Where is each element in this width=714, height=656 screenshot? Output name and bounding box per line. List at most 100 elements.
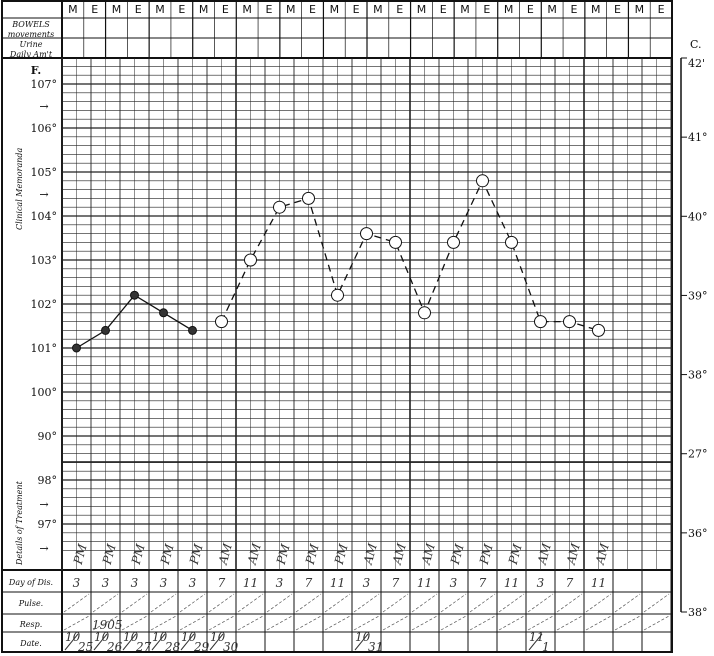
pulse-diagonal: [324, 593, 351, 613]
celsius-scale: 42' 41° 40° 39° 38° 27° 36° 38°: [680, 57, 708, 619]
time-ampm-label: PM: [303, 542, 322, 567]
pulse-diagonal: [266, 593, 293, 613]
arrow-icon: →: [39, 188, 48, 201]
time-ampm-label: PM: [129, 542, 148, 567]
date-month: 10: [94, 630, 110, 644]
shift-label: M: [68, 3, 78, 16]
pulse-diagonal: [382, 593, 409, 613]
date-day: 31: [368, 640, 383, 654]
day-hour-label: 3: [537, 576, 545, 590]
day-hour-label: 3: [131, 576, 139, 590]
time-ampm-label: PM: [332, 542, 351, 567]
resp-diagonal: [556, 615, 583, 631]
celsius-tick-label: 41°: [688, 131, 708, 144]
y-tick-label: 102°: [31, 298, 58, 311]
date-slash: [122, 633, 137, 651]
resp-diagonal: [440, 615, 467, 631]
time-ampm-label: AM: [390, 541, 409, 567]
resp-diagonal: [353, 615, 380, 631]
data-point: [418, 306, 431, 320]
data-point: [188, 325, 197, 335]
day-hour-label: 7: [479, 576, 487, 590]
outer-frame: [1, 0, 673, 653]
shift-label: E: [483, 3, 490, 16]
resp-diagonal: [469, 615, 496, 631]
shift-label: M: [504, 3, 514, 16]
celsius-tick-label: 36°: [688, 527, 708, 540]
resp-diagonal: [237, 615, 264, 631]
shift-label: E: [91, 3, 98, 16]
day-hour-label: 3: [450, 576, 458, 590]
y-tick-label: 98°: [38, 474, 58, 487]
date-day: 1: [542, 640, 550, 654]
data-point: [72, 343, 81, 353]
y-tick-label: 107°: [31, 78, 58, 91]
resp-diagonal: [527, 615, 554, 631]
celsius-unit: C.: [690, 38, 702, 51]
time-ampm-label: AM: [419, 541, 438, 567]
date-slash: [528, 633, 543, 651]
celsius-tick-label: 27°: [688, 448, 708, 461]
date-day: 26: [106, 640, 123, 654]
pulse-diagonal: [411, 593, 438, 613]
pulse-diagonal: [295, 593, 322, 613]
pulse-diagonal: [527, 593, 554, 613]
data-point: [302, 191, 315, 205]
data-point: [476, 174, 489, 188]
shift-label: E: [265, 3, 272, 16]
date-slash: [180, 633, 195, 651]
pulse-diagonal: [121, 593, 148, 613]
year-label: 1905: [92, 618, 123, 632]
data-point: [331, 288, 344, 302]
y-tick-label: 97°: [38, 518, 58, 531]
data-point: [534, 315, 547, 329]
resp-diagonal: [614, 615, 641, 631]
shift-label: E: [353, 3, 360, 16]
time-ampm-label: AM: [535, 541, 554, 567]
time-ampm-label: AM: [593, 541, 612, 567]
shift-label: E: [570, 3, 577, 16]
resp-diagonal: [179, 615, 206, 631]
shift-label: M: [591, 3, 601, 16]
day-hour-label: 11: [504, 576, 519, 590]
day-hour-label: 3: [160, 576, 168, 590]
pulse-diagonal: [585, 593, 612, 613]
pulse-label: Pulse.: [18, 599, 43, 608]
date-slash: [354, 633, 369, 651]
resp-diagonal: [121, 615, 148, 631]
shift-label: M: [112, 3, 122, 16]
celsius-tick-label: 38°: [688, 606, 708, 619]
details-of-treatment-label: Details of Treatment: [15, 480, 24, 566]
arrow-icon: →: [39, 100, 48, 113]
shift-label: M: [330, 3, 340, 16]
arrow-icon: →: [39, 542, 48, 555]
resp-diagonal: [324, 615, 351, 631]
pulse-diagonal: [150, 593, 177, 613]
date-label: Date.: [19, 639, 42, 648]
shift-label: M: [155, 3, 165, 16]
resp-diagonal: [63, 615, 90, 631]
day-hour-label: 11: [591, 576, 606, 590]
date-month: 10: [355, 630, 371, 644]
celsius-tick-label: 38°: [688, 369, 708, 382]
y-tick-label: 106°: [31, 122, 58, 135]
y-tick-label: 90°: [38, 430, 58, 443]
pulse-diagonal: [208, 593, 235, 613]
date-month: 10: [210, 630, 226, 644]
pulse-diagonal: [440, 593, 467, 613]
date-day: 28: [164, 640, 181, 654]
day-hour-label: 7: [392, 576, 400, 590]
date-month: 11: [529, 630, 544, 644]
time-ampm-label: PM: [477, 542, 496, 567]
header-rows: BOWELS movements Urine Daily Am't: [8, 20, 54, 59]
resp-diagonal: [411, 615, 438, 631]
resp-diagonal: [150, 615, 177, 631]
y-tick-label: 100°: [31, 386, 58, 399]
pulse-diagonal: [614, 593, 641, 613]
data-point: [159, 308, 168, 318]
data-point: [101, 325, 110, 335]
clinical-memoranda-label: Clinical Memoranda: [15, 148, 24, 230]
resp-diagonal: [295, 615, 322, 631]
data-point: [447, 235, 460, 249]
shift-label: E: [178, 3, 185, 16]
